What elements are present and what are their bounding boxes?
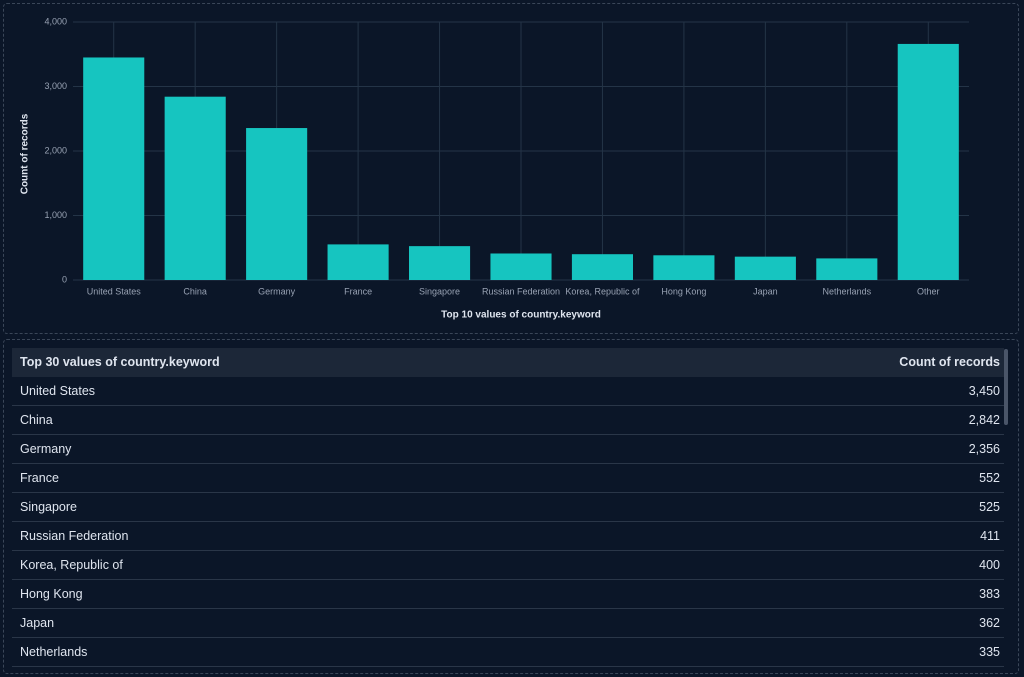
country-cell: Netherlands — [20, 645, 88, 659]
table-panel: Top 30 values of country.keyword Count of… — [3, 339, 1019, 674]
x-axis-title: Top 10 values of country.keyword — [441, 310, 601, 321]
bar — [246, 128, 308, 280]
bar — [897, 43, 959, 281]
table-row: Germany 2,356 — [12, 435, 1004, 464]
country-cell: Hong Kong — [20, 587, 83, 601]
country-cell: China — [20, 413, 53, 427]
table-row: China 2,842 — [12, 406, 1004, 435]
x-tick-label: Hong Kong — [661, 286, 706, 296]
table-row: Hong Kong 383 — [12, 580, 1004, 609]
count-cell: 552 — [979, 471, 1000, 485]
table-row: United States 3,450 — [12, 377, 1004, 406]
bar — [571, 254, 633, 280]
x-tick-label: France — [344, 286, 372, 296]
count-cell: 3,450 — [968, 384, 1000, 398]
count-cell: 2,842 — [968, 413, 1000, 427]
bar — [83, 57, 145, 280]
count-cell: 2,356 — [968, 442, 1000, 456]
table-row: Netherlands 335 — [12, 638, 1004, 667]
bar — [653, 255, 715, 280]
country-cell: Germany — [20, 442, 72, 456]
bar — [327, 244, 389, 280]
x-tick-label: Netherlands — [823, 286, 872, 296]
bar — [734, 256, 796, 280]
x-tick-label: Germany — [258, 286, 296, 296]
y-tick-label: 0 — [62, 274, 67, 284]
table-row: Russian Federation 411 — [12, 522, 1004, 551]
country-cell: United States — [20, 384, 96, 398]
y-tick-label: 4,000 — [44, 16, 67, 26]
y-axis-title: Count of records — [20, 113, 31, 194]
scrollbar[interactable] — [1004, 349, 1008, 425]
header-cell: Top 30 values of country.keyword — [20, 355, 220, 369]
country-cell: Japan — [20, 616, 55, 630]
count-cell: 335 — [979, 645, 1000, 659]
country-cell: Korea, Republic of — [20, 558, 123, 572]
x-tick-label: Singapore — [419, 286, 460, 296]
bar — [816, 258, 878, 280]
chart-panel: Count of records Top 10 values of countr… — [3, 3, 1019, 334]
y-tick-label: 3,000 — [44, 81, 67, 91]
country-cell: France — [20, 471, 59, 485]
table-row: France 552 — [12, 464, 1004, 493]
count-cell: 383 — [979, 587, 1000, 601]
table-row: Singapore 525 — [12, 493, 1004, 522]
country-cell: Russian Federation — [20, 529, 129, 543]
x-tick-label: Other — [917, 286, 940, 296]
table-row: Korea, Republic of 400 — [12, 551, 1004, 580]
table-row: Japan 362 — [12, 609, 1004, 638]
bar — [490, 253, 552, 280]
x-tick-label: China — [183, 286, 207, 296]
table-header: Top 30 values of country.keyword Count of… — [12, 348, 1004, 377]
x-tick-label: Korea, Republic of — [565, 286, 640, 296]
chart: Count of records Top 10 values of countr… — [20, 16, 969, 321]
count-cell: 525 — [979, 500, 1000, 514]
country-cell: Singapore — [20, 500, 77, 514]
y-tick-label: 2,000 — [44, 145, 67, 155]
x-tick-label: United States — [87, 286, 142, 296]
x-tick-label: Russian Federation — [482, 286, 560, 296]
header-cell: Count of records — [899, 355, 1000, 369]
bar — [409, 246, 471, 280]
y-tick-label: 1,000 — [44, 210, 67, 220]
bar — [164, 96, 226, 280]
count-cell: 400 — [979, 558, 1000, 572]
x-tick-label: Japan — [753, 286, 778, 296]
count-cell: 411 — [980, 529, 1000, 543]
count-cell: 362 — [979, 616, 1000, 630]
